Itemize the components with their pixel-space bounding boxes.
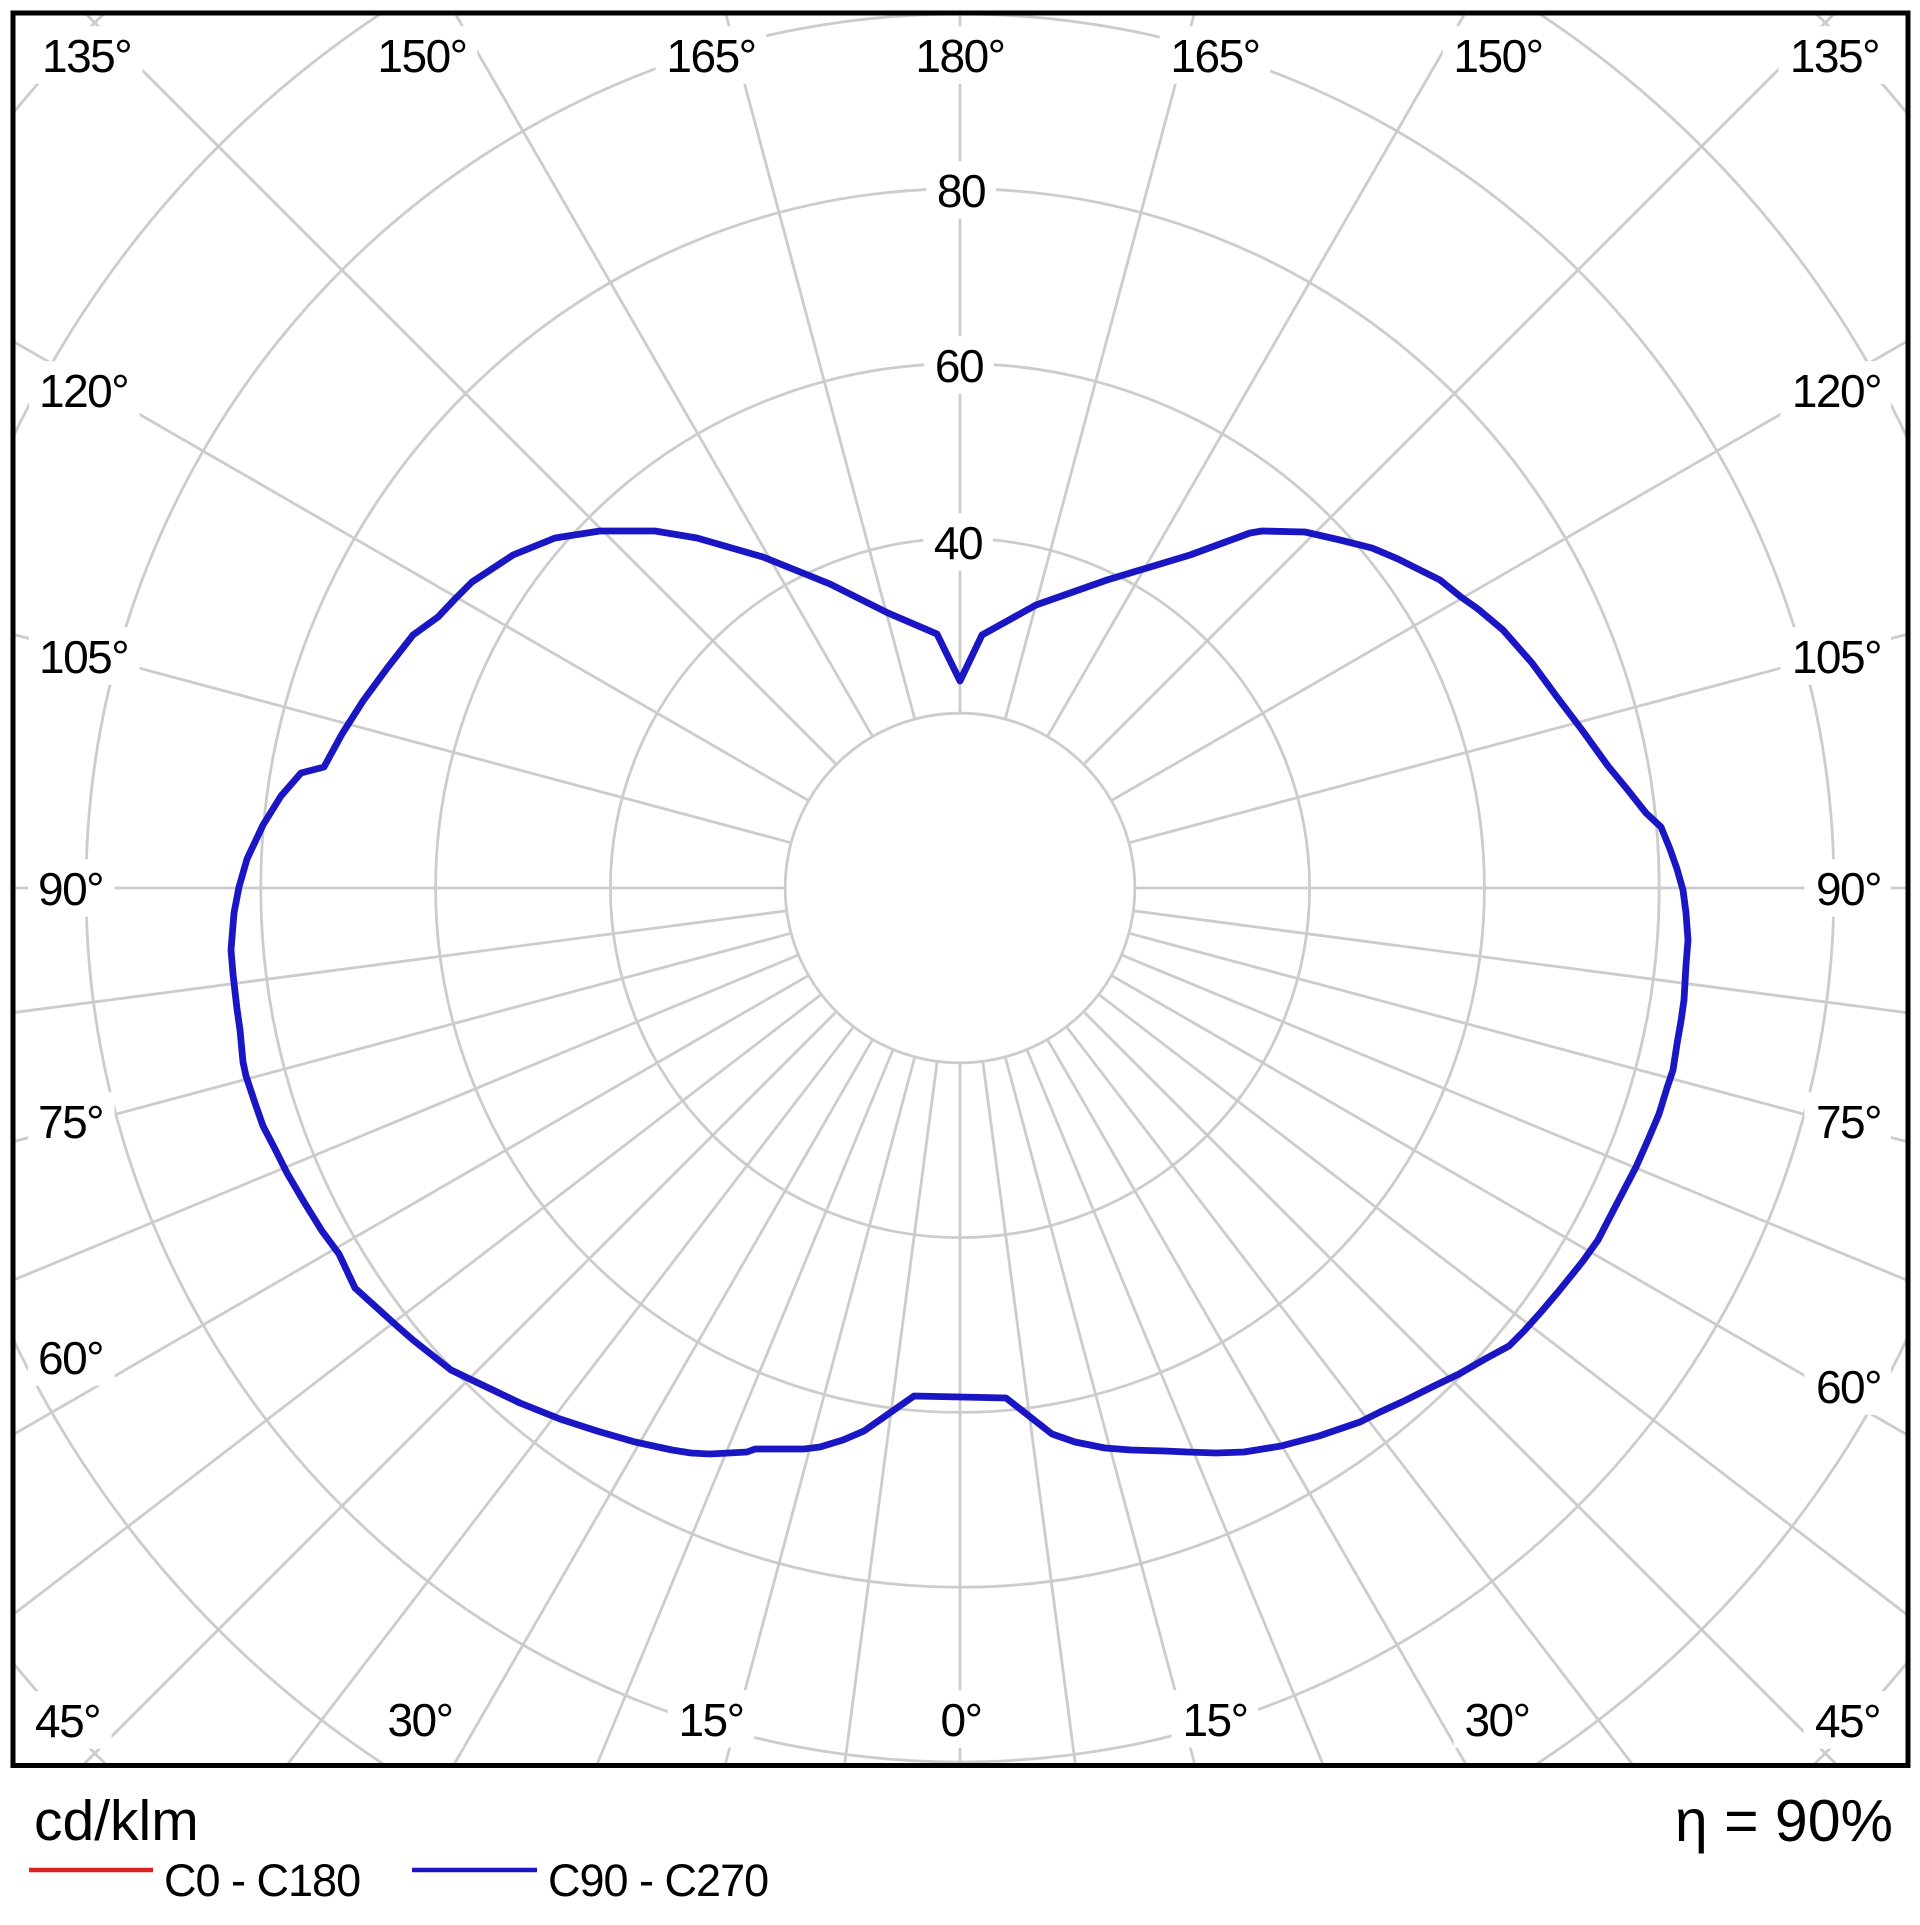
svg-text:75°: 75°	[1816, 1096, 1881, 1148]
svg-text:60: 60	[935, 340, 983, 392]
svg-text:15°: 15°	[678, 1694, 743, 1746]
svg-text:150°: 150°	[377, 30, 466, 82]
svg-text:30°: 30°	[387, 1694, 452, 1746]
svg-text:cd/klm: cd/klm	[34, 1789, 199, 1853]
svg-text:165°: 165°	[1170, 30, 1259, 82]
svg-text:45°: 45°	[35, 1695, 100, 1747]
svg-text:105°: 105°	[39, 631, 128, 683]
svg-text:C90 - C270: C90 - C270	[548, 1855, 768, 1906]
svg-text:165°: 165°	[666, 30, 755, 82]
svg-text:0°: 0°	[941, 1694, 982, 1746]
svg-text:120°: 120°	[1792, 365, 1881, 417]
svg-text:60°: 60°	[1816, 1361, 1881, 1413]
svg-text:135°: 135°	[1790, 30, 1879, 82]
svg-text:40: 40	[934, 517, 982, 569]
svg-text:120°: 120°	[39, 365, 128, 417]
svg-text:135°: 135°	[42, 30, 131, 82]
svg-text:150°: 150°	[1453, 30, 1542, 82]
svg-text:15°: 15°	[1182, 1694, 1247, 1746]
svg-text:90°: 90°	[38, 863, 103, 915]
svg-text:75°: 75°	[38, 1096, 103, 1148]
svg-text:105°: 105°	[1792, 631, 1881, 683]
svg-text:C0 - C180: C0 - C180	[164, 1855, 360, 1906]
svg-text:180°: 180°	[915, 30, 1004, 82]
svg-text:80: 80	[937, 165, 985, 217]
svg-text:60°: 60°	[38, 1332, 103, 1384]
svg-text:η = 90%: η = 90%	[1675, 1788, 1893, 1854]
svg-text:90°: 90°	[1816, 863, 1881, 915]
svg-text:30°: 30°	[1464, 1694, 1529, 1746]
svg-text:45°: 45°	[1815, 1695, 1880, 1747]
